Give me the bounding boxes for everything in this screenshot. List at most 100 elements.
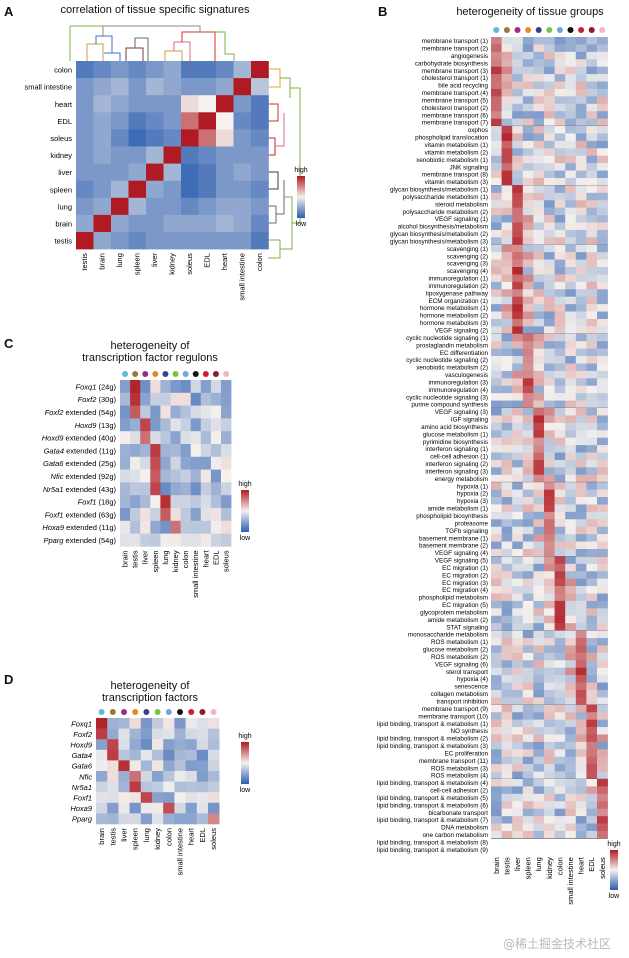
heatmap-cell: [512, 267, 524, 275]
heatmap-cell: [128, 180, 147, 199]
heatmap-cell: [130, 482, 141, 496]
heatmap-cell: [586, 571, 598, 579]
heatmap-cell: [575, 593, 587, 602]
heatmap-cell: [522, 749, 534, 758]
heatmap-cell: [554, 66, 566, 75]
heatmap-cell: [533, 408, 545, 416]
heatmap-cell: [208, 792, 220, 804]
heatmap-cell: [120, 495, 131, 509]
heatmap-cell: [544, 727, 555, 735]
heatmap-cell: [111, 146, 129, 164]
heatmap-cell: [586, 385, 598, 394]
heatmap-cell: [512, 608, 524, 617]
heatmap-cell: [501, 140, 513, 149]
heatmap-cell: [128, 78, 147, 96]
heatmap-cell: [533, 786, 545, 795]
heatmap-cell: [111, 129, 129, 147]
heatmap-cell: [597, 830, 608, 839]
heatmap-cell: [200, 380, 212, 394]
heatmap-cell: [522, 133, 534, 142]
heatmap-cell: [512, 652, 524, 661]
heatmap-cell: [575, 823, 587, 832]
heatmap-cell: [565, 459, 577, 468]
heatmap-cell: [586, 289, 598, 297]
heatmap-cell: [586, 615, 598, 624]
heatmap-cell: [196, 813, 209, 825]
heatmap-cell: [597, 786, 608, 795]
heatmap-cell: [575, 237, 587, 246]
tissue-color-dot: [535, 27, 542, 33]
heatmap-cell: [522, 600, 534, 609]
heatmap-cell: [533, 667, 545, 676]
heatmap-cell: [575, 459, 587, 468]
heatmap-cell: [586, 630, 598, 639]
heatmap-cell: [107, 718, 119, 729]
column-label: lung: [115, 253, 124, 267]
heatmap-cell: [512, 378, 524, 387]
heatmap-cell: [491, 430, 502, 438]
heatmap-cell: [522, 311, 534, 320]
row-label: hormone metabolism (2): [420, 313, 488, 320]
heatmap-cell: [491, 185, 502, 194]
heatmap-cell: [565, 526, 577, 535]
heatmap-cell: [575, 289, 587, 297]
heatmap-cell: [565, 808, 577, 817]
heatmap-cell: [597, 96, 608, 105]
heatmap-cell: [597, 126, 608, 134]
heatmap-cell: [597, 571, 608, 579]
heatmap-cell: [208, 718, 220, 729]
heatmap-cell: [533, 697, 545, 706]
heatmap-cell: [522, 341, 534, 349]
heatmap-cell: [544, 445, 555, 453]
heatmap-cell: [586, 185, 598, 194]
heatmap-cell: [554, 356, 566, 364]
heatmap-cell: [597, 697, 608, 706]
heatmap-cell: [170, 456, 181, 470]
heatmap-cell: [586, 660, 598, 668]
heatmap-cell: [554, 623, 566, 631]
heatmap-cell: [76, 214, 94, 233]
row-label: soleus: [50, 134, 72, 143]
heatmap-cell: [544, 44, 555, 53]
heatmap-cell: [597, 274, 608, 283]
heatmap-cell: [491, 534, 502, 542]
heatmap-cell: [181, 129, 199, 147]
heatmap-cell: [501, 215, 513, 223]
heatmap-cell: [554, 74, 566, 82]
heatmap-cell: [597, 734, 608, 743]
row-label: colon: [54, 66, 72, 75]
heatmap-cell: [152, 771, 164, 782]
row-label: cyclic nucleotide signaling (1): [406, 335, 488, 342]
heatmap-cell: [221, 392, 232, 406]
row-label: Pparg extended (54g): [43, 536, 116, 545]
heatmap-cell: [597, 341, 608, 349]
heatmap-cell: [575, 363, 587, 372]
heatmap-cell: [111, 78, 129, 96]
heatmap-cell: [533, 526, 545, 535]
heatmap-cell: [597, 51, 608, 60]
heatmap-cell: [565, 667, 577, 676]
heatmap-cell: [491, 252, 502, 260]
heatmap-cell: [565, 734, 577, 743]
heatmap-cell: [491, 571, 502, 579]
heatmap-cell: [554, 37, 566, 45]
heatmap-cell: [180, 405, 191, 419]
heatmap-cell: [565, 556, 577, 565]
heatmap-cell: [522, 177, 534, 186]
heatmap-cell: [565, 155, 577, 164]
heatmap-cell: [512, 207, 524, 216]
heatmap-cell: [586, 207, 598, 216]
heatmap-cell: [554, 571, 566, 579]
heatmap-cell: [512, 712, 524, 720]
heatmap-cell: [180, 469, 191, 483]
heatmap-cell: [522, 808, 534, 817]
heatmap-cell: [512, 519, 524, 528]
heatmap-cell: [544, 534, 555, 542]
heatmap-cell: [533, 296, 545, 305]
row-label: interferon signaling (3): [425, 468, 488, 475]
heatmap-cell: [522, 348, 534, 357]
heatmap-cell: [210, 482, 222, 496]
heatmap-cell: [586, 118, 598, 127]
panel-a-letter: A: [4, 4, 14, 19]
heatmap-cell: [597, 526, 608, 535]
